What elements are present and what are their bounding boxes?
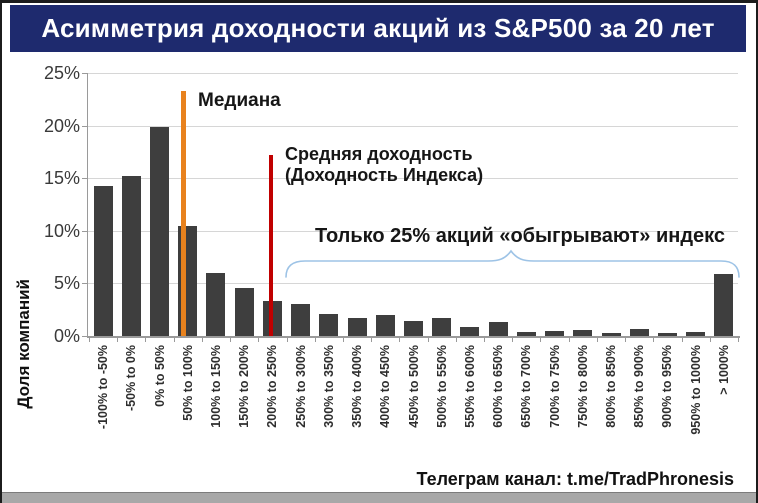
bar-20 (629, 328, 649, 336)
y-axis-tick-label: 0% (53, 326, 80, 346)
bar-21 (657, 332, 677, 336)
chart-title: Асимметрия доходности акций из S&P500 за… (41, 13, 715, 43)
gridline-15 (87, 178, 738, 180)
curly-brace (285, 249, 740, 278)
bar-14 (460, 326, 480, 336)
x-axis-tick (173, 337, 175, 342)
x-axis-tick (145, 337, 147, 342)
bottom-gray-strip (2, 492, 756, 503)
telegram-channel-text: Телеграм канал: t.me/TradPhronesis (416, 469, 734, 489)
x-axis-tick (455, 337, 457, 342)
x-axis-tick (371, 337, 373, 342)
bar-10 (347, 318, 367, 336)
bar-2 (121, 176, 141, 336)
bar-17 (545, 330, 565, 336)
y-axis-tick (82, 283, 87, 285)
mean-annotation-line2: (Доходность Индекса) (285, 165, 484, 185)
y-axis-tick-label: 15% (43, 168, 80, 189)
x-axis-tick (568, 337, 570, 342)
bar-8 (291, 304, 311, 336)
x-axis-tick (286, 337, 288, 342)
bar-22 (686, 331, 706, 336)
x-axis-tick (258, 337, 260, 342)
x-axis-tick (230, 337, 232, 342)
bar-12 (404, 321, 423, 336)
x-axis-tick (117, 337, 119, 342)
title-bar: Асимметрия доходности акций из S&P500 за… (10, 5, 746, 52)
y-axis-tick-label: 20% (43, 115, 80, 136)
y-axis-line (87, 73, 88, 336)
bar-19 (601, 332, 621, 336)
x-axis-tick (709, 337, 711, 342)
x-axis-tick (427, 337, 429, 342)
median-marker-line (181, 91, 186, 336)
x-axis-tick (484, 337, 486, 342)
mean-annotation: Средняя доходность (Доходность Индекса) (285, 144, 483, 186)
x-axis-tick (596, 337, 598, 342)
x-axis-tick (201, 337, 203, 342)
x-axis-tick (89, 337, 90, 342)
y-axis-tick (82, 125, 87, 127)
brace-path (285, 249, 740, 278)
y-axis-tick (82, 336, 87, 337)
bar-9 (319, 313, 339, 336)
y-axis-tick (82, 73, 87, 74)
bar-3 (150, 126, 170, 336)
bar-6 (234, 287, 254, 336)
x-axis-tick (681, 337, 683, 342)
x-axis-line (87, 336, 740, 338)
gridline-25 (87, 73, 738, 74)
bar-18 (573, 329, 593, 336)
gridline-5 (87, 283, 738, 285)
bar-1 (93, 185, 113, 336)
x-axis-tick (512, 337, 514, 342)
bar-15 (488, 322, 508, 336)
x-axis-tick (399, 337, 401, 342)
gridline-20 (87, 125, 738, 127)
bar-13 (432, 318, 452, 336)
y-axis-tick-label: 10% (43, 220, 80, 241)
y-axis-tick-label: 25% (43, 63, 80, 83)
median-annotation: Медиана (198, 90, 281, 111)
x-axis-tick (653, 337, 655, 342)
x-axis-tick (314, 337, 316, 342)
x-axis-tick (342, 337, 344, 342)
bar-23 (714, 273, 734, 336)
x-axis-tick (540, 337, 542, 342)
bar-11 (375, 314, 395, 336)
y-axis-tick (82, 230, 87, 232)
mean-annotation-line1: Средняя доходность (285, 144, 473, 164)
x-axis-tick (625, 337, 627, 342)
bar-5 (206, 272, 226, 336)
y-axis-tick-label: 5% (53, 273, 80, 294)
beat-index-note: Только 25% акций «обыгрывают» индекс (314, 225, 726, 247)
mean-marker-line (269, 155, 273, 336)
gridline-10 (87, 230, 738, 232)
y-axis-tick (82, 178, 87, 180)
x-axis-tick (738, 337, 739, 342)
bar-16 (516, 331, 536, 336)
